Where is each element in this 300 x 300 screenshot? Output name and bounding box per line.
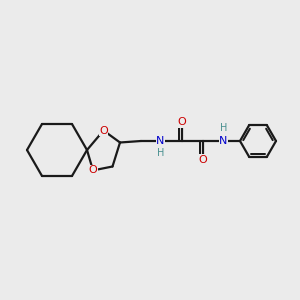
Text: H: H [220, 123, 227, 134]
Text: O: O [198, 154, 207, 165]
Text: N: N [219, 136, 228, 146]
Text: O: O [177, 117, 186, 128]
Text: O: O [99, 125, 108, 136]
Text: N: N [156, 136, 165, 146]
Text: H: H [157, 148, 164, 158]
Text: O: O [88, 165, 98, 176]
